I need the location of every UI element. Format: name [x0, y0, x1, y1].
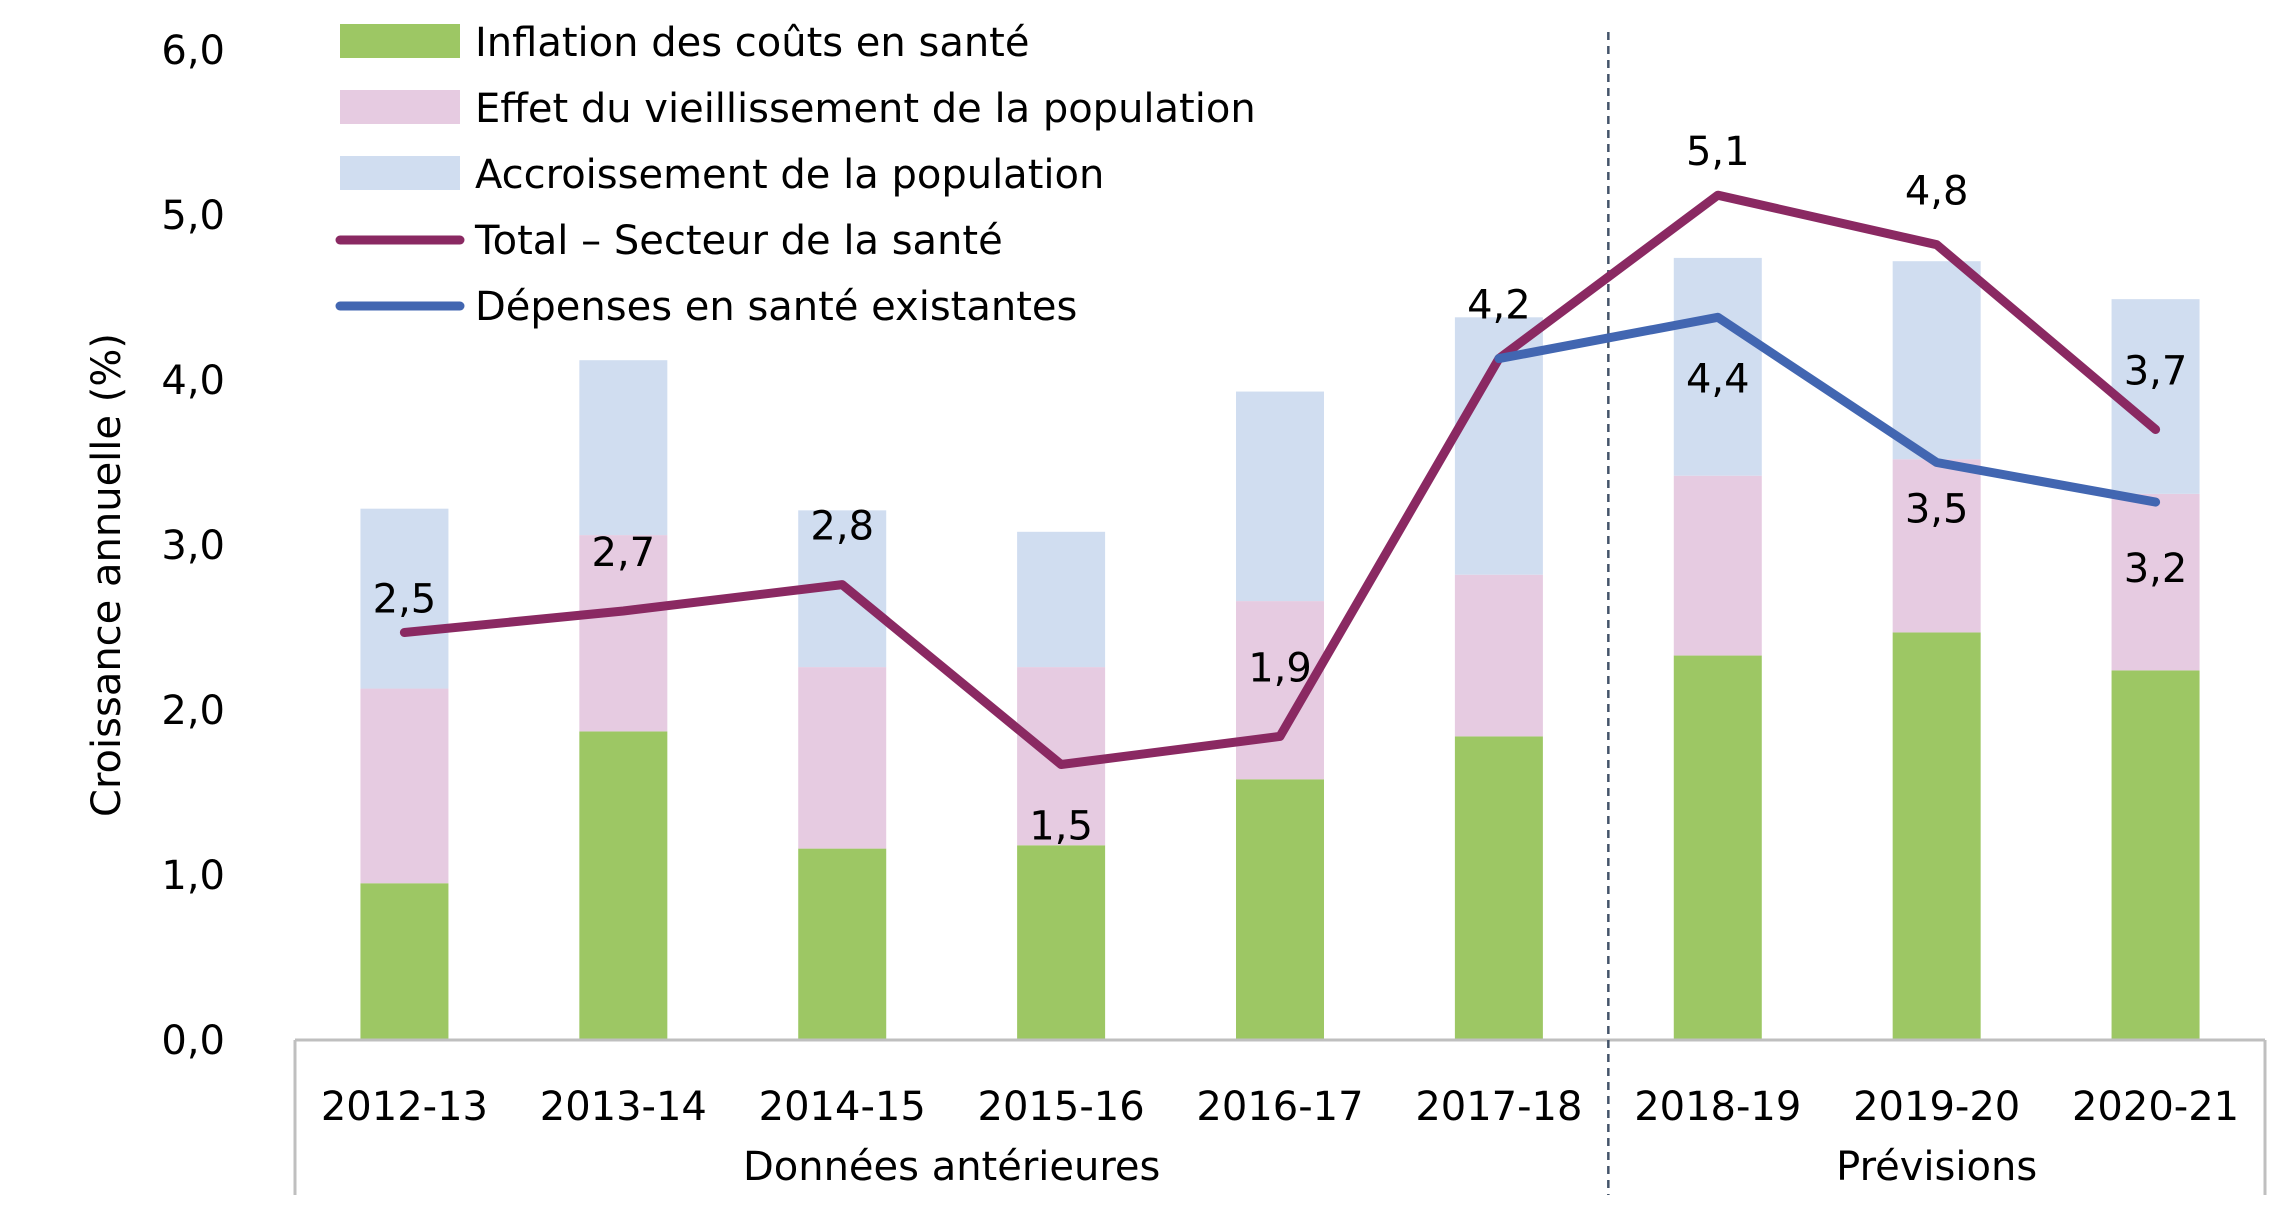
- data-label-0-2: 2,8: [810, 504, 874, 550]
- data-label-0-0: 2,5: [373, 576, 437, 622]
- bar-0-2019-20: [1892, 632, 1981, 1040]
- series-line-0: [399, 190, 2161, 769]
- legend-swatch-0: [340, 24, 460, 58]
- x-tick-label: 2014-15: [759, 1084, 926, 1130]
- legend-label-1: Effet du vieillissement de la population: [475, 86, 1256, 132]
- y-tick-label: 6,0: [161, 28, 225, 74]
- data-label-0-6: 5,1: [1686, 129, 1750, 175]
- y-tick-label: 4,0: [161, 358, 225, 404]
- y-tick-label: 1,0: [161, 853, 225, 899]
- x-tick-label: 2018-19: [1634, 1084, 1801, 1130]
- axes-layer: 0,0 1,0 2,0 3,0 4,0 5,0 6,0 2012-13 2013-14 2014-…: [161, 28, 2267, 1195]
- bar-2-2012-13: [360, 508, 449, 689]
- legend-label-3: Total – Secteur de la santé: [474, 218, 1003, 264]
- x-tick-label: 2019-20: [1853, 1084, 2020, 1130]
- bar-0-2015-16: [1017, 845, 1106, 1040]
- data-label-0-1: 2,7: [592, 530, 656, 576]
- legend-label-2: Accroissement de la population: [475, 152, 1104, 198]
- bar-0-2018-19: [1673, 655, 1762, 1040]
- group-label: Données antérieures: [743, 1144, 1160, 1190]
- bar-0-2020-21: [2111, 670, 2200, 1040]
- x-tick-label: 2013-14: [540, 1084, 707, 1130]
- data-label-0-5: 4,2: [1467, 283, 1531, 329]
- legend-swatch-2: [340, 156, 460, 190]
- bar-2-2015-16: [1017, 531, 1106, 668]
- bar-2-2020-21: [2111, 299, 2200, 494]
- y-tick-label: 3,0: [161, 523, 225, 569]
- x-tick-label: 2020-21: [2072, 1084, 2239, 1130]
- legend-label-4: Dépenses en santé existantes: [475, 284, 1077, 330]
- data-label-0-3: 1,5: [1029, 803, 1093, 849]
- data-label-0-4: 1,9: [1248, 645, 1312, 691]
- y-tick-label: 2,0: [161, 688, 225, 734]
- data-label-1-6: 4,4: [1686, 356, 1750, 402]
- bar-1-2019-20: [1892, 459, 1981, 633]
- bar-1-2020-21: [2111, 493, 2200, 671]
- bar-0-2012-13: [360, 883, 449, 1040]
- group-label: Prévisions: [1836, 1144, 2037, 1190]
- x-tick-label: 2017-18: [1415, 1084, 1582, 1130]
- bar-2-2019-20: [1892, 261, 1981, 460]
- bar-0-2016-17: [1236, 779, 1324, 1040]
- data-label-1-8: 3,2: [2124, 546, 2188, 592]
- legend-swatch-1: [340, 90, 460, 124]
- bar-0-2013-14: [579, 731, 668, 1040]
- data-label-1-7: 3,5: [1905, 487, 1969, 533]
- bars-layer: [360, 257, 2200, 1040]
- labels-layer: 2,5 2,7 2,8 1,5 1,9 4,2 5,1 4,8 3,7 4,4 3,5 3,2: [373, 129, 2188, 849]
- bar-0-2014-15: [798, 848, 887, 1040]
- y-tick-label: 0,0: [161, 1018, 225, 1064]
- x-tick-label: 2016-17: [1196, 1084, 1363, 1130]
- bar-0-2017-18: [1454, 736, 1543, 1040]
- bar-1-2013-14: [579, 535, 668, 732]
- bar-1-2017-18: [1454, 574, 1543, 737]
- lines-layer: [399, 190, 2161, 769]
- y-tick-label: 5,0: [161, 193, 225, 239]
- legend-label-0: Inflation des coûts en santé: [475, 20, 1029, 66]
- x-tick-label: 2015-16: [978, 1084, 1145, 1130]
- bar-2-2013-14: [579, 360, 668, 536]
- bar-2-2016-17: [1236, 391, 1324, 602]
- bar-1-2012-13: [360, 688, 449, 884]
- data-label-0-7: 4,8: [1905, 169, 1969, 215]
- data-label-0-8: 3,7: [2124, 349, 2188, 395]
- bar-2-2018-19: [1673, 257, 1762, 476]
- bar-1-2014-15: [798, 667, 887, 849]
- y-axis-title: Croissance annuelle (%): [84, 333, 130, 817]
- series-line-1: [1494, 312, 2161, 507]
- legend: Inflation des coûts en santé Effet du vie…: [335, 20, 1256, 330]
- x-tick-label: 2012-13: [321, 1084, 488, 1130]
- bar-1-2018-19: [1673, 475, 1762, 656]
